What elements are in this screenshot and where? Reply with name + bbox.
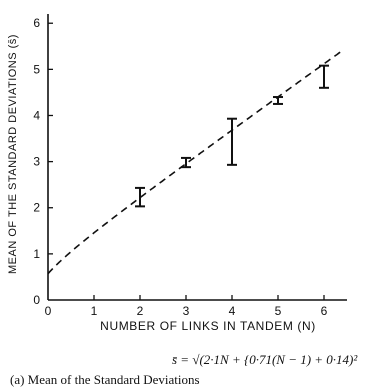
x-tick-label: 3 — [183, 304, 190, 318]
y-tick-label: 6 — [33, 16, 40, 30]
figure-caption: (a) Mean of the Standard Deviations — [10, 372, 200, 387]
y-axis-label: MEAN OF THE STANDARD DEVIATIONS (s̄) — [7, 34, 19, 274]
x-tick-label: 6 — [321, 304, 328, 318]
x-tick-label: 1 — [91, 304, 98, 318]
x-tick-label: 4 — [229, 304, 236, 318]
x-tick-label: 2 — [137, 304, 144, 318]
tick-labels: 0 1 2 3 4 5 6 0 1 2 3 4 5 6 — [33, 16, 327, 318]
y-tick-label: 1 — [33, 247, 40, 261]
axes — [47, 14, 347, 301]
fitted-curve — [47, 49, 343, 275]
y-tick-label: 5 — [33, 62, 40, 76]
error-bars — [135, 64, 329, 208]
y-tick-label: 0 — [33, 293, 40, 307]
tick-marks — [48, 22, 325, 300]
formula: s̄ = √(2·1N + {0·71(N − 1) + 0·14)² — [172, 352, 358, 367]
y-tick-label: 4 — [33, 108, 40, 122]
x-axis-label: NUMBER OF LINKS IN TANDEM (N) — [100, 319, 316, 333]
y-tick-label: 3 — [33, 155, 40, 169]
x-tick-label: 5 — [275, 304, 282, 318]
x-tick-label: 0 — [45, 304, 52, 318]
y-tick-label: 2 — [33, 201, 40, 215]
